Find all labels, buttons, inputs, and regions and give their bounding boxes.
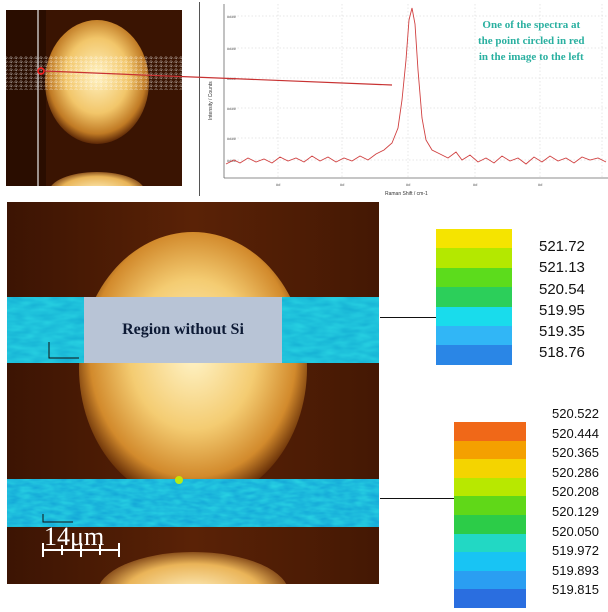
legend-bottom-labels: 520.522 520.444 520.365 520.286 520.208 520.1… (552, 404, 599, 600)
legend-swatch (454, 552, 526, 571)
legend-value-label: 520.522 (552, 404, 599, 424)
legend-value-label: 518.76 (539, 342, 585, 363)
legend-swatch (436, 326, 512, 345)
legend-swatch (454, 459, 526, 478)
legend-value-label: 521.72 (539, 236, 585, 257)
connector-line-top (380, 317, 436, 318)
legend-swatch (436, 268, 512, 287)
legend-swatch (454, 571, 526, 590)
legend-value-label: 520.444 (552, 424, 599, 444)
legend-value-label: 519.972 (552, 541, 599, 561)
scale-bar-label: 14μm (44, 524, 104, 550)
legend-top-colorbar (436, 229, 512, 365)
legend-value-label: 520.365 (552, 443, 599, 463)
legend-swatch (436, 307, 512, 326)
region-label-box: Region without Si (84, 297, 282, 363)
pointer-line (0, 0, 608, 200)
legend-value-label: 519.893 (552, 561, 599, 581)
legend-swatch (454, 478, 526, 497)
legend-swatch (454, 422, 526, 441)
legend-top-labels: 521.72 521.13 520.54 519.95 519.35 518.76 (539, 236, 585, 364)
legend-value-label: 520.286 (552, 463, 599, 483)
legend-swatch (454, 496, 526, 515)
legend-swatch (454, 515, 526, 534)
legend-value-label: 519.95 (539, 300, 585, 321)
region-label: Region without Si (122, 321, 244, 339)
legend-value-label: 520.208 (552, 482, 599, 502)
legend-swatch (436, 287, 512, 306)
legend-swatch (454, 441, 526, 460)
legend-swatch (436, 345, 512, 364)
legend-swatch (436, 248, 512, 267)
legend-value-label: 521.13 (539, 257, 585, 278)
legend-value-label: 519.815 (552, 580, 599, 600)
legend-value-label: 520.54 (539, 279, 585, 300)
legend-swatch (436, 229, 512, 248)
legend-swatch (454, 534, 526, 553)
legend-value-label: 519.35 (539, 321, 585, 342)
legend-value-label: 520.050 (552, 522, 599, 542)
sample-blob-main (79, 232, 307, 504)
legend-bottom-colorbar (454, 422, 526, 608)
raman-map-band-lower (7, 476, 379, 527)
legend-swatch (454, 589, 526, 608)
legend-value-label: 520.129 (552, 502, 599, 522)
